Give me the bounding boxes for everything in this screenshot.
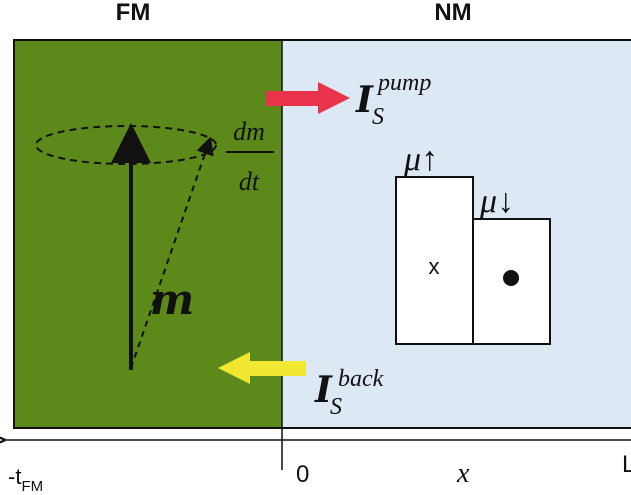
precession-ellipse: [35, 125, 217, 165]
back-current-main: I: [314, 369, 333, 411]
fm-header: FM: [116, 0, 151, 26]
axis-x-label: x: [456, 458, 470, 489]
axis-neg-thickness: -tFM: [8, 464, 43, 495]
cross-symbol: x: [429, 254, 440, 279]
mu-up-label: μ↑: [403, 141, 438, 178]
dt-label: dt: [239, 167, 260, 196]
pump-current-sub: S: [372, 104, 384, 130]
dot-icon: [503, 270, 519, 286]
nm-header: NM: [434, 0, 471, 26]
pump-current-sup: pump: [376, 70, 431, 96]
spin-up-box: [395, 176, 474, 345]
sample-outline: [13, 39, 631, 429]
back-current-sup: back: [338, 366, 384, 392]
magnetization-label: m: [150, 275, 194, 324]
dm-label: dm: [233, 117, 265, 146]
back-arrow-icon: [218, 352, 306, 384]
axis-zero-label: 0: [296, 461, 309, 488]
back-current-sub: S: [330, 394, 342, 420]
axis-right-label: L: [622, 451, 631, 478]
pump-current-main: I: [355, 79, 374, 121]
mu-down-label: μ↓: [479, 183, 514, 220]
pump-arrow-icon: [266, 82, 350, 114]
